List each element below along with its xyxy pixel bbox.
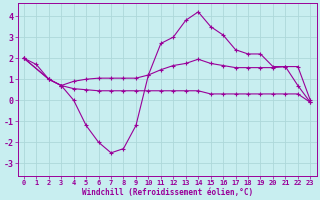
X-axis label: Windchill (Refroidissement éolien,°C): Windchill (Refroidissement éolien,°C) — [82, 188, 253, 197]
